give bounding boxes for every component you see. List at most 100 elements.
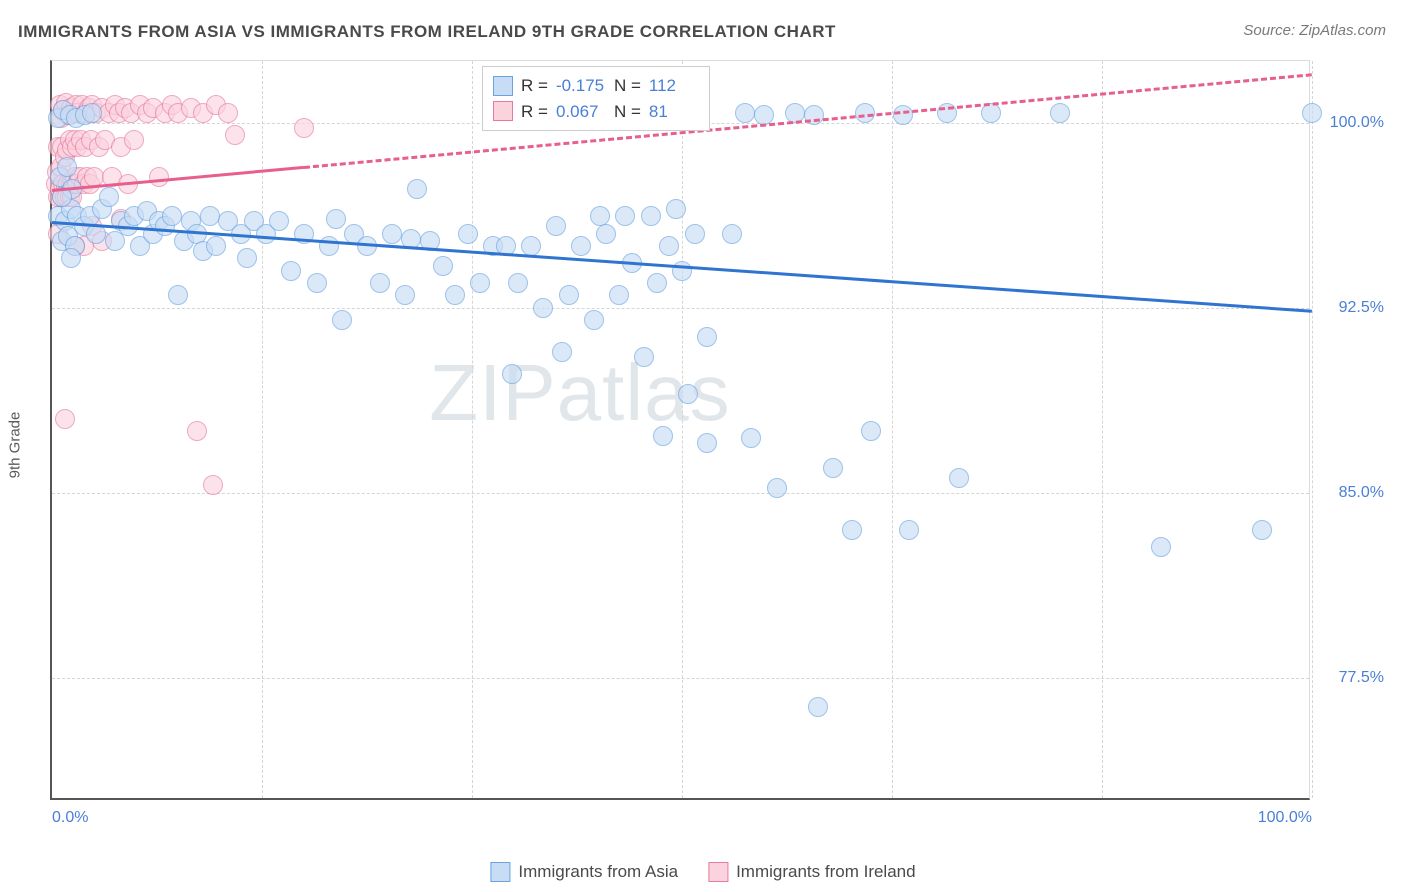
scatter-point	[861, 421, 881, 441]
legend-r-label: R =	[521, 73, 548, 99]
legend-label: Immigrants from Asia	[518, 862, 678, 882]
v-gridline	[1312, 61, 1313, 798]
scatter-point	[187, 421, 207, 441]
v-gridline	[892, 61, 893, 798]
scatter-point	[697, 433, 717, 453]
scatter-point	[521, 236, 541, 256]
plot-area: ZIPatlas 77.5%85.0%92.5%100.0%0.0%100.0%…	[50, 60, 1310, 800]
legend-n-label: N =	[614, 99, 641, 125]
legend-swatch	[490, 862, 510, 882]
y-tick-label: 100.0%	[1330, 114, 1384, 132]
scatter-point	[445, 285, 465, 305]
scatter-point	[584, 310, 604, 330]
legend-swatch	[493, 101, 513, 121]
scatter-point	[294, 118, 314, 138]
scatter-point	[1151, 537, 1171, 557]
legend-stats-row: R =0.067N =81	[493, 99, 699, 125]
regression-line	[304, 73, 1312, 169]
scatter-point	[697, 327, 717, 347]
scatter-point	[552, 342, 572, 362]
scatter-point	[609, 285, 629, 305]
scatter-point	[767, 478, 787, 498]
scatter-point	[168, 285, 188, 305]
scatter-point	[1252, 520, 1272, 540]
scatter-point	[326, 209, 346, 229]
v-gridline	[1102, 61, 1103, 798]
watermark-zip: ZIP	[429, 348, 556, 437]
scatter-point	[949, 468, 969, 488]
scatter-point	[99, 187, 119, 207]
scatter-point	[596, 224, 616, 244]
x-tick-label: 0.0%	[52, 809, 88, 827]
scatter-point	[808, 697, 828, 717]
scatter-point	[634, 347, 654, 367]
scatter-point	[647, 273, 667, 293]
v-gridline	[472, 61, 473, 798]
legend-stats-row: R = -0.175 N = 112	[493, 73, 699, 99]
legend-label: Immigrants from Ireland	[736, 862, 916, 882]
scatter-point	[319, 236, 339, 256]
scatter-point	[893, 105, 913, 125]
y-tick-label: 85.0%	[1339, 484, 1384, 502]
x-tick-label: 100.0%	[1258, 809, 1312, 827]
scatter-point	[162, 206, 182, 226]
legend-r-label: R =	[521, 99, 548, 125]
scatter-point	[735, 103, 755, 123]
scatter-point	[269, 211, 289, 231]
scatter-point	[1302, 103, 1322, 123]
scatter-point	[470, 273, 490, 293]
legend-n-value: 112	[649, 73, 699, 99]
scatter-point	[722, 224, 742, 244]
scatter-point	[218, 103, 238, 123]
scatter-point	[659, 236, 679, 256]
source-value: ZipAtlas.com	[1299, 22, 1386, 39]
scatter-point	[307, 273, 327, 293]
scatter-point	[225, 125, 245, 145]
scatter-point	[666, 199, 686, 219]
scatter-point	[533, 298, 553, 318]
legend-r-value: 0.067	[556, 99, 606, 125]
scatter-point	[559, 285, 579, 305]
scatter-point	[82, 103, 102, 123]
y-tick-label: 77.5%	[1339, 669, 1384, 687]
scatter-point	[823, 458, 843, 478]
scatter-point	[546, 216, 566, 236]
scatter-point	[672, 261, 692, 281]
scatter-point	[678, 384, 698, 404]
legend-swatch	[493, 76, 513, 96]
scatter-point	[1050, 103, 1070, 123]
y-tick-label: 92.5%	[1339, 299, 1384, 317]
scatter-point	[741, 428, 761, 448]
scatter-point	[55, 409, 75, 429]
scatter-point	[281, 261, 301, 281]
chart-title: IMMIGRANTS FROM ASIA VS IMMIGRANTS FROM …	[18, 22, 836, 42]
legend-item: Immigrants from Ireland	[708, 862, 916, 882]
scatter-point	[899, 520, 919, 540]
legend-n-label: N =	[614, 73, 641, 99]
scatter-point	[571, 236, 591, 256]
plot-container: 9th Grade ZIPatlas 77.5%85.0%92.5%100.0%…	[50, 60, 1350, 830]
scatter-point	[395, 285, 415, 305]
scatter-point	[508, 273, 528, 293]
source-credit: Source: ZipAtlas.com	[1243, 22, 1386, 39]
scatter-point	[458, 224, 478, 244]
scatter-point	[615, 206, 635, 226]
scatter-point	[407, 179, 427, 199]
scatter-point	[653, 426, 673, 446]
scatter-point	[685, 224, 705, 244]
legend-item: Immigrants from Asia	[490, 862, 678, 882]
scatter-point	[502, 364, 522, 384]
h-gridline	[52, 493, 1309, 494]
scatter-point	[149, 167, 169, 187]
y-axis-label: 9th Grade	[7, 412, 24, 479]
legend-r-value: -0.175	[556, 73, 606, 99]
scatter-point	[61, 248, 81, 268]
scatter-point	[57, 157, 77, 177]
scatter-point	[237, 248, 257, 268]
scatter-point	[433, 256, 453, 276]
h-gridline	[52, 308, 1309, 309]
scatter-point	[124, 130, 144, 150]
scatter-point	[206, 236, 226, 256]
source-label: Source:	[1243, 22, 1295, 39]
scatter-point	[641, 206, 661, 226]
